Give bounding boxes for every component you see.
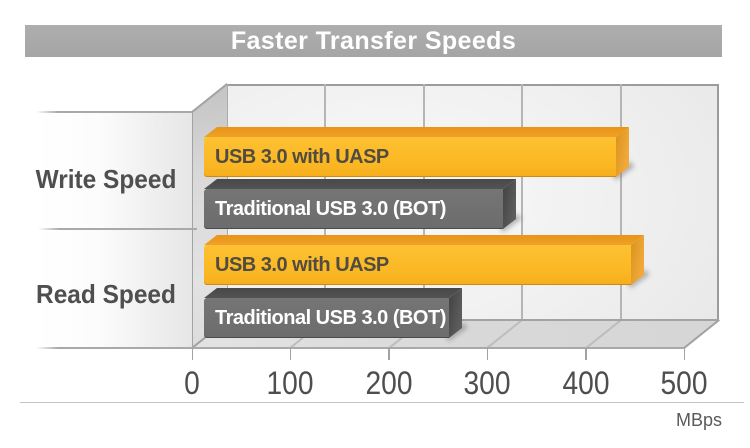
bar-end-cap <box>449 288 462 338</box>
tick-mark-100 <box>289 348 292 360</box>
tick-mark-400 <box>585 348 587 360</box>
bar-write-bot: Traditional USB 3.0 (BOT) <box>204 179 522 233</box>
bar-front-face: Traditional USB 3.0 (BOT) <box>204 298 449 338</box>
bar-label: USB 3.0 with UASP <box>215 253 389 276</box>
bar-front-face: USB 3.0 with UASP <box>204 137 616 177</box>
bar-top-face <box>204 127 629 137</box>
bar-front-face: USB 3.0 with UASP <box>204 245 631 285</box>
gridline-300 <box>521 84 524 320</box>
title-banner: Faster Transfer Speeds <box>25 25 722 57</box>
category-label-write: Write Speed <box>35 164 177 194</box>
axis-unit-label: MBps <box>675 410 722 430</box>
bar-front-face: Traditional USB 3.0 (BOT) <box>204 189 503 229</box>
bar-end-cap <box>616 127 629 177</box>
category-label-read: Read Speed <box>36 279 176 309</box>
tick-label-200: 200 <box>365 365 413 401</box>
bar-label: USB 3.0 with UASP <box>215 145 389 168</box>
panel-top-line <box>36 111 192 113</box>
category-panel <box>36 112 192 348</box>
bar-end-cap <box>631 235 644 285</box>
bar-top-face <box>204 288 462 298</box>
axis-baseline <box>20 402 744 403</box>
bar-label: Traditional USB 3.0 (BOT) <box>215 306 446 329</box>
bar-top-face <box>204 179 516 189</box>
panel-bottom-line <box>36 347 684 349</box>
tick-label-0: 0 <box>184 365 200 401</box>
chart-title: Faster Transfer Speeds <box>230 26 517 55</box>
panel-separator-line <box>38 228 197 230</box>
bar-end-cap <box>503 179 516 229</box>
tick-mark-0 <box>191 348 193 360</box>
tick-mark-300 <box>486 348 489 360</box>
bar-write-uasp: USB 3.0 with UASP <box>204 127 635 181</box>
bar-top-face <box>204 235 644 245</box>
bar-read-uasp: USB 3.0 with UASP <box>204 235 650 289</box>
tick-mark-500 <box>683 348 685 360</box>
bar-label: Traditional USB 3.0 (BOT) <box>215 197 446 220</box>
gridline-400 <box>619 84 622 320</box>
bar-read-bot: Traditional USB 3.0 (BOT) <box>204 288 468 342</box>
tick-label-100: 100 <box>266 365 314 401</box>
tick-mark-200 <box>388 348 390 360</box>
tick-label-300: 300 <box>463 365 511 401</box>
tick-label-400: 400 <box>562 365 610 401</box>
floor-back-edge <box>227 319 719 321</box>
tick-label-500: 500 <box>660 365 708 401</box>
